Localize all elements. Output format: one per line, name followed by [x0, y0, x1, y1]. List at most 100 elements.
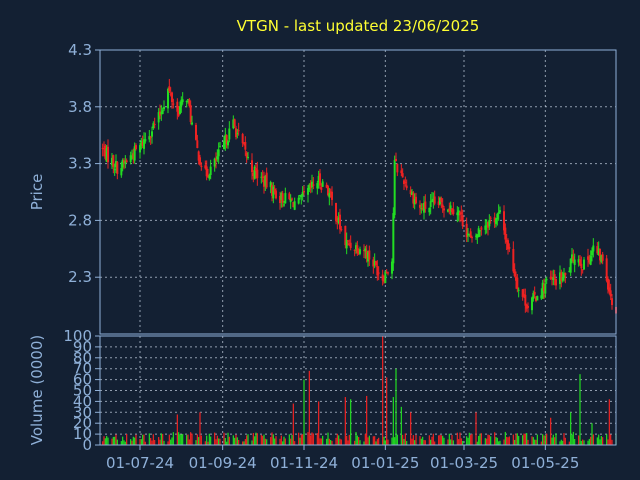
candle-body — [243, 142, 245, 144]
candle-body — [611, 298, 613, 305]
candle-body — [413, 199, 416, 205]
volume-bar — [160, 433, 162, 445]
volume-bar — [498, 441, 500, 445]
volume-bar — [218, 438, 220, 445]
candle-body — [507, 240, 509, 250]
candle-body — [107, 146, 109, 163]
volume-bar — [290, 438, 292, 445]
volume-bar — [234, 437, 236, 445]
candle-body — [179, 106, 181, 115]
candle-body — [428, 207, 431, 213]
volume-bar — [590, 436, 592, 445]
volume-bar — [506, 436, 508, 445]
candle-body — [365, 250, 368, 259]
volume-bar — [542, 434, 544, 445]
volume-bar — [403, 438, 405, 445]
candle-body — [533, 291, 536, 295]
volume-bar — [562, 440, 564, 445]
candle-body — [375, 261, 377, 266]
candle-body — [447, 209, 449, 212]
candle-body — [513, 269, 516, 277]
volume-bar — [428, 435, 430, 445]
candle-body — [139, 144, 141, 153]
candle-body — [252, 172, 255, 177]
volume-bar — [190, 432, 192, 445]
volume-bar — [335, 437, 337, 445]
candle-body — [523, 294, 525, 296]
volume-bar — [107, 437, 109, 445]
volume-bar — [402, 434, 404, 445]
candle-body — [247, 156, 249, 158]
volume-bar — [291, 435, 293, 445]
candle-body — [232, 119, 235, 129]
volume-bar — [496, 437, 498, 445]
volume-bar — [130, 439, 132, 445]
volume-axis-label: Volume (0000) — [28, 335, 46, 445]
volume-bar — [170, 439, 172, 445]
volume-bar — [227, 432, 229, 445]
candle-body — [411, 192, 413, 195]
price-y-tick-label: 4.3 — [68, 41, 92, 59]
x-tick-label: 01-01-25 — [351, 454, 419, 472]
volume-bar — [134, 437, 136, 445]
volume-y-tick-label: 10 — [73, 425, 92, 443]
candle-body — [535, 297, 537, 301]
volume-bar — [232, 435, 234, 445]
candle-body — [337, 217, 340, 223]
candle-body — [532, 292, 535, 299]
volume-bar — [318, 401, 320, 445]
volume-bar — [283, 436, 285, 445]
volume-bar — [598, 434, 600, 445]
candle-body — [307, 188, 309, 195]
candle-body — [395, 158, 397, 162]
candle-body — [505, 239, 508, 243]
candle-body — [312, 184, 315, 186]
volume-bar — [514, 439, 516, 445]
volume-y-tick-label: 20 — [73, 414, 92, 432]
volume-bar — [550, 417, 552, 445]
candle-body — [364, 248, 367, 252]
candle-body — [357, 251, 360, 254]
candle-body — [151, 131, 153, 137]
volume-bar — [462, 440, 464, 445]
candle-body — [263, 179, 265, 187]
candle-body — [589, 255, 592, 265]
candle-body — [187, 99, 189, 101]
volume-bar — [607, 439, 609, 445]
volume-bar — [256, 433, 258, 445]
volume-bar — [247, 434, 249, 445]
volume-bar — [246, 435, 248, 445]
candle-body — [489, 217, 492, 219]
volume-bar — [311, 432, 313, 445]
x-tick-label: 01-07-24 — [106, 454, 174, 472]
candle-body — [260, 176, 263, 178]
volume-bar — [554, 437, 556, 445]
volume-bar — [396, 434, 398, 445]
candle-body — [195, 124, 197, 140]
volume-bar — [516, 433, 518, 445]
candle-body — [377, 272, 380, 274]
volume-bar — [574, 439, 576, 445]
volume-bar — [478, 436, 480, 445]
candle-body — [592, 245, 595, 252]
volume-bar — [336, 433, 338, 445]
volume-bar — [358, 437, 360, 445]
volume-bar — [374, 436, 376, 445]
volume-y-tick-label: 70 — [73, 360, 92, 378]
candle-body — [421, 208, 424, 210]
volume-bar — [515, 433, 517, 445]
volume-bar — [395, 368, 397, 445]
candle-body — [423, 203, 425, 213]
volume-bar — [320, 438, 322, 445]
volume-bar — [106, 436, 108, 445]
volume-bar — [195, 440, 197, 445]
candle-body — [272, 186, 275, 199]
candle-body — [336, 218, 339, 223]
candle-body — [225, 135, 228, 145]
candle-body — [516, 277, 519, 290]
candle-body — [120, 168, 123, 176]
candle-body — [393, 159, 396, 216]
candle-body — [289, 199, 292, 203]
candle-body — [420, 208, 423, 210]
volume-bar — [226, 441, 228, 445]
